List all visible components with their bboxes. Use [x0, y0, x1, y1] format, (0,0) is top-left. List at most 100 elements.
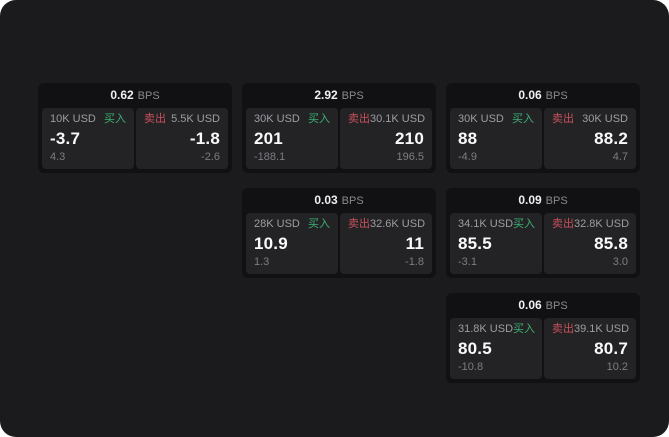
quote-card: 2.92 BPS 30K USD 买入 201 -188.1 卖出 30.1K …: [242, 83, 436, 173]
sell-amount: 30K USD: [582, 113, 628, 125]
sell-amount: 5.5K USD: [171, 113, 220, 125]
sell-label: 卖出: [552, 323, 574, 335]
bps-value: 0.06: [518, 298, 542, 312]
sell-price: 85.8: [594, 234, 628, 253]
bps-value: 0.06: [518, 88, 542, 102]
buy-delta: 4.3: [50, 151, 66, 163]
bps-value: 0.03: [314, 193, 338, 207]
buy-label: 买入: [308, 113, 330, 125]
buy-delta: -3.1: [458, 256, 477, 268]
card-header: 0.09 BPS: [450, 193, 636, 211]
card-body: 31.8K USD 买入 80.5 -10.8 卖出 39.1K USD 80.…: [450, 318, 636, 379]
buy-price: 201: [254, 129, 283, 148]
bps-unit: BPS: [545, 195, 568, 207]
buy-delta: 1.3: [254, 256, 270, 268]
quote-card: 0.62 BPS 10K USD 买入 -3.7 4.3 卖出 5.5K USD…: [38, 83, 232, 173]
buy-row-top: 34.1K USD 买入: [458, 218, 536, 230]
sell-row-top: 卖出 39.1K USD: [552, 323, 630, 335]
sell-delta: -2.6: [201, 151, 220, 163]
quote-card: 0.09 BPS 34.1K USD 买入 85.5 -3.1 卖出 32.8K…: [446, 188, 640, 278]
buy-panel[interactable]: 10K USD 买入 -3.7 4.3: [42, 108, 134, 169]
sell-amount: 39.1K USD: [574, 323, 630, 335]
buy-amount: 30K USD: [458, 113, 504, 125]
sell-price: 11: [405, 234, 424, 253]
buy-label: 买入: [308, 218, 330, 230]
buy-label: 买入: [513, 323, 536, 335]
card-header: 0.62 BPS: [42, 88, 228, 106]
buy-row-top: 28K USD 买入: [254, 219, 330, 230]
bps-unit: BPS: [341, 195, 364, 207]
buy-amount: 10K USD: [50, 113, 96, 125]
buy-panel[interactable]: 31.8K USD 买入 80.5 -10.8: [450, 318, 542, 379]
bps-value: 2.92: [314, 88, 338, 102]
sell-label: 卖出: [552, 218, 574, 230]
buy-row-top: 10K USD 买入: [50, 114, 126, 125]
sell-panel[interactable]: 卖出 30.1K USD 210 196.5: [340, 108, 432, 169]
sell-amount: 32.8K USD: [574, 218, 630, 230]
buy-amount: 31.8K USD: [458, 323, 514, 335]
buy-price: 10.9: [254, 234, 288, 253]
buy-amount: 30K USD: [254, 113, 300, 125]
sell-label: 卖出: [144, 113, 166, 125]
buy-label: 买入: [512, 113, 534, 125]
card-body: 10K USD 买入 -3.7 4.3 卖出 5.5K USD -1.8 -2.…: [42, 108, 228, 169]
bps-unit: BPS: [545, 90, 568, 102]
buy-label: 买入: [513, 218, 536, 230]
buy-label: 买入: [104, 113, 126, 125]
buy-delta: -188.1: [254, 151, 286, 163]
quote-card: 0.03 BPS 28K USD 买入 10.9 1.3 卖出 32.6K US…: [242, 188, 436, 278]
buy-panel[interactable]: 34.1K USD 买入 85.5 -3.1: [450, 213, 542, 274]
sell-price: -1.8: [189, 129, 220, 148]
buy-price: -3.7: [50, 129, 81, 148]
sell-row-top: 卖出 30.1K USD: [348, 113, 426, 125]
sell-delta: 4.7: [612, 151, 628, 163]
sell-delta: 196.5: [396, 151, 424, 163]
card-header: 0.06 BPS: [450, 298, 636, 316]
sell-panel[interactable]: 卖出 32.6K USD 11 -1.8: [340, 213, 432, 274]
card-body: 34.1K USD 买入 85.5 -3.1 卖出 32.8K USD 85.8…: [450, 213, 636, 274]
card-header: 0.06 BPS: [450, 88, 636, 106]
sell-amount: 30.1K USD: [370, 113, 426, 125]
buy-panel[interactable]: 28K USD 买入 10.9 1.3: [246, 213, 338, 274]
buy-amount: 34.1K USD: [458, 218, 514, 230]
sell-panel[interactable]: 卖出 39.1K USD 80.7 10.2: [544, 318, 636, 379]
buy-price: 80.5: [458, 339, 492, 358]
sell-panel[interactable]: 卖出 30K USD 88.2 4.7: [544, 108, 636, 169]
sell-row-top: 卖出 32.8K USD: [552, 218, 630, 230]
card-header: 2.92 BPS: [246, 88, 432, 106]
sell-price: 88.2: [594, 129, 628, 148]
sell-row-top: 卖出 30K USD: [552, 114, 628, 125]
sell-delta: 10.2: [606, 361, 628, 373]
buy-row-top: 30K USD 买入: [254, 114, 330, 125]
sell-amount: 32.6K USD: [370, 218, 426, 230]
bps-unit: BPS: [545, 300, 568, 312]
buy-panel[interactable]: 30K USD 买入 88 -4.9: [450, 108, 542, 169]
sell-price: 210: [395, 129, 424, 148]
buy-panel[interactable]: 30K USD 买入 201 -188.1: [246, 108, 338, 169]
buy-row-top: 30K USD 买入: [458, 114, 534, 125]
card-body: 30K USD 买入 88 -4.9 卖出 30K USD 88.2 4.7: [450, 108, 636, 169]
sell-panel[interactable]: 卖出 5.5K USD -1.8 -2.6: [136, 108, 228, 169]
buy-amount: 28K USD: [254, 218, 300, 230]
sell-delta: -1.8: [405, 256, 424, 268]
bps-unit: BPS: [137, 90, 160, 102]
card-body: 28K USD 买入 10.9 1.3 卖出 32.6K USD 11 -1.8: [246, 213, 432, 274]
bps-value: 0.09: [518, 193, 542, 207]
buy-delta: -4.9: [458, 151, 477, 163]
sell-delta: 3.0: [612, 256, 628, 268]
sell-price: 80.7: [594, 339, 628, 358]
buy-delta: -10.8: [458, 361, 484, 373]
quote-card: 0.06 BPS 30K USD 买入 88 -4.9 卖出 30K USD 8…: [446, 83, 640, 173]
sell-panel[interactable]: 卖出 32.8K USD 85.8 3.0: [544, 213, 636, 274]
card-body: 30K USD 买入 201 -188.1 卖出 30.1K USD 210 1…: [246, 108, 432, 169]
sell-label: 卖出: [348, 113, 370, 125]
sell-label: 卖出: [552, 113, 574, 125]
buy-price: 85.5: [458, 234, 492, 253]
sell-label: 卖出: [348, 218, 370, 230]
bps-value: 0.62: [110, 88, 134, 102]
buy-row-top: 31.8K USD 买入: [458, 323, 536, 335]
quote-card: 0.06 BPS 31.8K USD 买入 80.5 -10.8 卖出 39.1…: [446, 293, 640, 383]
bps-unit: BPS: [341, 90, 364, 102]
sell-row-top: 卖出 5.5K USD: [144, 114, 220, 125]
